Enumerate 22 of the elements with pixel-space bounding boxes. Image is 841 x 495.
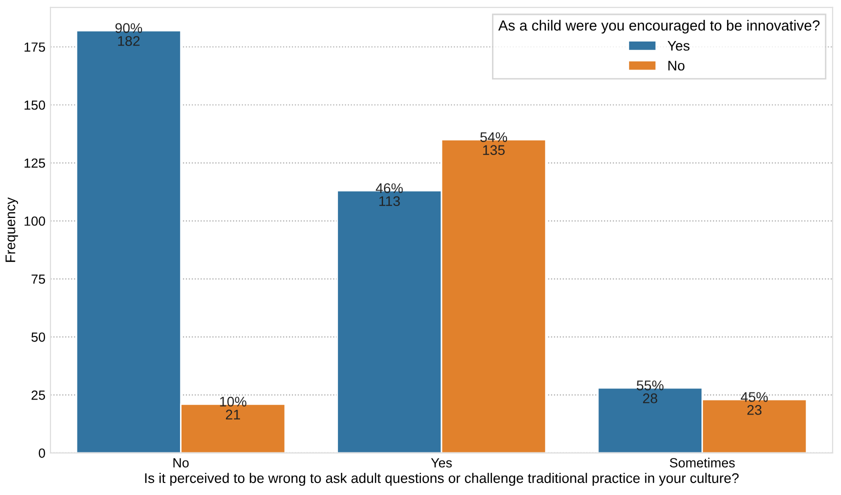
y-tick-label: 25 [32, 390, 46, 400]
y-tick-label: 75 [32, 274, 46, 284]
x-tick-label: Yes [431, 458, 452, 468]
x-tick-label: No [173, 458, 189, 468]
data-label: 10% 21 [220, 396, 246, 420]
y-tick-label: 150 [24, 100, 46, 110]
y-tick-label: 50 [31, 332, 46, 342]
y-tick-label: 0 [38, 448, 46, 458]
data-label: 55% 28 [636, 380, 664, 404]
y-axis-title: Frequency [6, 197, 18, 262]
data-label: 90% 182 [115, 23, 142, 46]
x-axis-title: Is it perceived to be wrong to ask adult questions or challenge traditional practice in your culture? [145, 472, 739, 486]
legend-label: No [668, 60, 684, 71]
legend-label: Yes [668, 40, 690, 51]
data-label: 46% 113 [376, 183, 403, 206]
x-tick-label: Sometimes [670, 458, 735, 468]
y-tick-label: 175 [24, 42, 46, 52]
y-tick-label: 100 [24, 216, 46, 226]
y-tick-label: 125 [24, 158, 46, 168]
data-label: 45% 23 [740, 392, 768, 415]
legend-title: As a child were you encouraged to be innovative? [498, 20, 820, 34]
data-label: 54% 135 [480, 132, 508, 155]
